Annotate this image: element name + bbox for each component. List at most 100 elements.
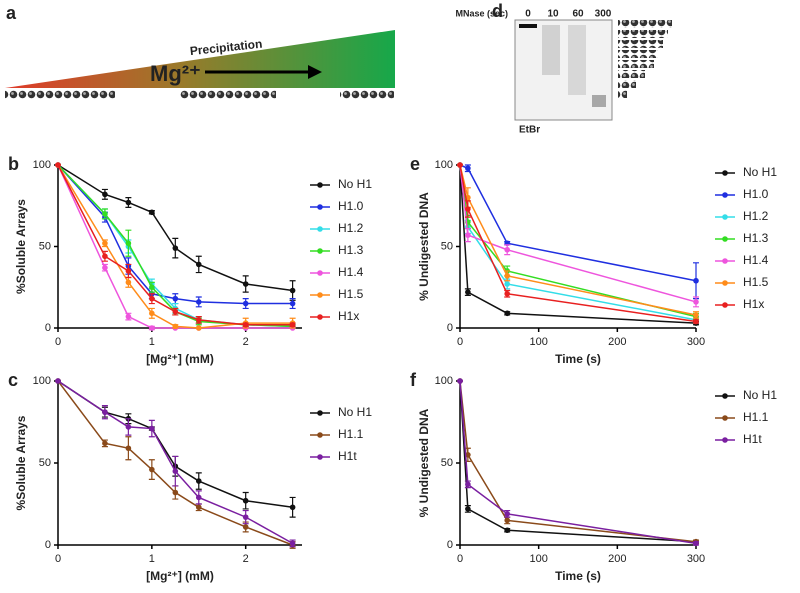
point xyxy=(504,246,511,253)
y-tick-label: 100 xyxy=(33,375,51,387)
y-tick-label: 0 xyxy=(45,539,51,551)
array xyxy=(340,90,394,99)
point xyxy=(102,440,108,447)
point xyxy=(102,409,108,415)
point xyxy=(457,162,463,168)
point xyxy=(195,317,202,323)
smear xyxy=(542,25,560,75)
point xyxy=(289,540,296,547)
x-axis-label: [Mg²⁺] (mM) xyxy=(146,352,214,366)
legend-label: H1x xyxy=(743,297,764,311)
point xyxy=(125,445,132,452)
point xyxy=(125,268,132,274)
point xyxy=(465,289,471,295)
x-tick-label: 2 xyxy=(243,336,249,348)
series-line xyxy=(459,164,697,316)
legend-label: H1.2 xyxy=(338,221,364,235)
legend-marker xyxy=(317,454,323,460)
series-line xyxy=(459,164,697,318)
panel-label: c xyxy=(8,370,18,390)
y-tick-label: 50 xyxy=(441,240,453,252)
x-tick-label: 200 xyxy=(608,336,626,348)
x-tick-label: 300 xyxy=(687,336,705,348)
x-tick-label: 1 xyxy=(149,553,155,565)
y-tick-label: 100 xyxy=(435,375,453,387)
array xyxy=(180,90,276,99)
point xyxy=(465,232,471,238)
ladder xyxy=(618,20,672,98)
panel-label: e xyxy=(410,154,420,174)
point xyxy=(242,524,249,530)
legend-label: H1.0 xyxy=(743,187,769,201)
point xyxy=(195,261,202,268)
legend-marker xyxy=(722,415,728,421)
gel-title: MNase (sec) xyxy=(455,8,508,18)
point xyxy=(172,489,179,496)
point xyxy=(149,284,155,291)
band xyxy=(519,24,537,28)
x-tick-label: 0 xyxy=(457,553,463,565)
point xyxy=(465,165,471,172)
lane-label: 60 xyxy=(572,9,584,20)
point xyxy=(195,299,202,305)
panel-label: a xyxy=(6,3,17,23)
y-tick-label: 100 xyxy=(435,159,453,171)
legend-label: H1.5 xyxy=(743,275,769,289)
lane-label: 0 xyxy=(525,9,531,20)
panel-label: f xyxy=(410,370,417,390)
y-axis-label: % Undigested DNA xyxy=(417,408,431,517)
x-axis-label: Time (s) xyxy=(555,352,601,366)
point xyxy=(149,325,155,331)
point xyxy=(693,540,699,547)
smear xyxy=(568,25,586,95)
point xyxy=(125,279,132,286)
point xyxy=(504,517,511,524)
point xyxy=(172,468,179,475)
point xyxy=(172,323,179,330)
point xyxy=(289,321,296,328)
point xyxy=(149,466,155,473)
series-line xyxy=(57,380,293,546)
y-axis-label: %Soluble Arrays xyxy=(14,415,28,510)
series-line xyxy=(57,164,293,326)
x-tick-label: 100 xyxy=(529,553,547,565)
array xyxy=(5,90,115,99)
y-tick-label: 50 xyxy=(39,240,51,252)
legend-marker xyxy=(317,182,323,188)
series-line xyxy=(57,164,293,329)
point xyxy=(465,506,471,512)
point xyxy=(693,299,699,305)
legend-marker xyxy=(722,258,728,264)
legend-marker xyxy=(317,410,323,416)
y-axis-label: % Undigested DNA xyxy=(417,192,431,301)
legend-label: No H1 xyxy=(338,405,372,419)
legend-label: H1.3 xyxy=(743,231,769,245)
panel-label: d xyxy=(492,1,503,21)
point xyxy=(149,295,155,302)
point xyxy=(102,191,108,198)
point xyxy=(125,313,132,320)
legend-marker xyxy=(722,170,728,176)
point xyxy=(504,281,511,287)
x-tick-label: 100 xyxy=(529,336,547,348)
legend-label: No H1 xyxy=(743,388,777,402)
point xyxy=(504,511,511,517)
legend-marker xyxy=(317,432,323,438)
legend-marker xyxy=(722,393,728,399)
x-tick-label: 300 xyxy=(687,553,705,565)
legend-marker xyxy=(722,280,728,286)
x-tick-label: 1 xyxy=(149,336,155,348)
series-line xyxy=(57,380,293,545)
legend-marker xyxy=(317,314,323,320)
series-line xyxy=(459,380,697,545)
legend-marker xyxy=(317,204,323,210)
point xyxy=(504,527,511,534)
y-tick-label: 100 xyxy=(33,159,51,171)
point xyxy=(242,497,249,504)
series-line xyxy=(459,380,697,543)
point xyxy=(242,514,249,520)
y-tick-label: 0 xyxy=(447,539,453,551)
point xyxy=(504,273,511,279)
point xyxy=(195,325,202,331)
ion-label: Mg²⁺ xyxy=(150,61,201,86)
